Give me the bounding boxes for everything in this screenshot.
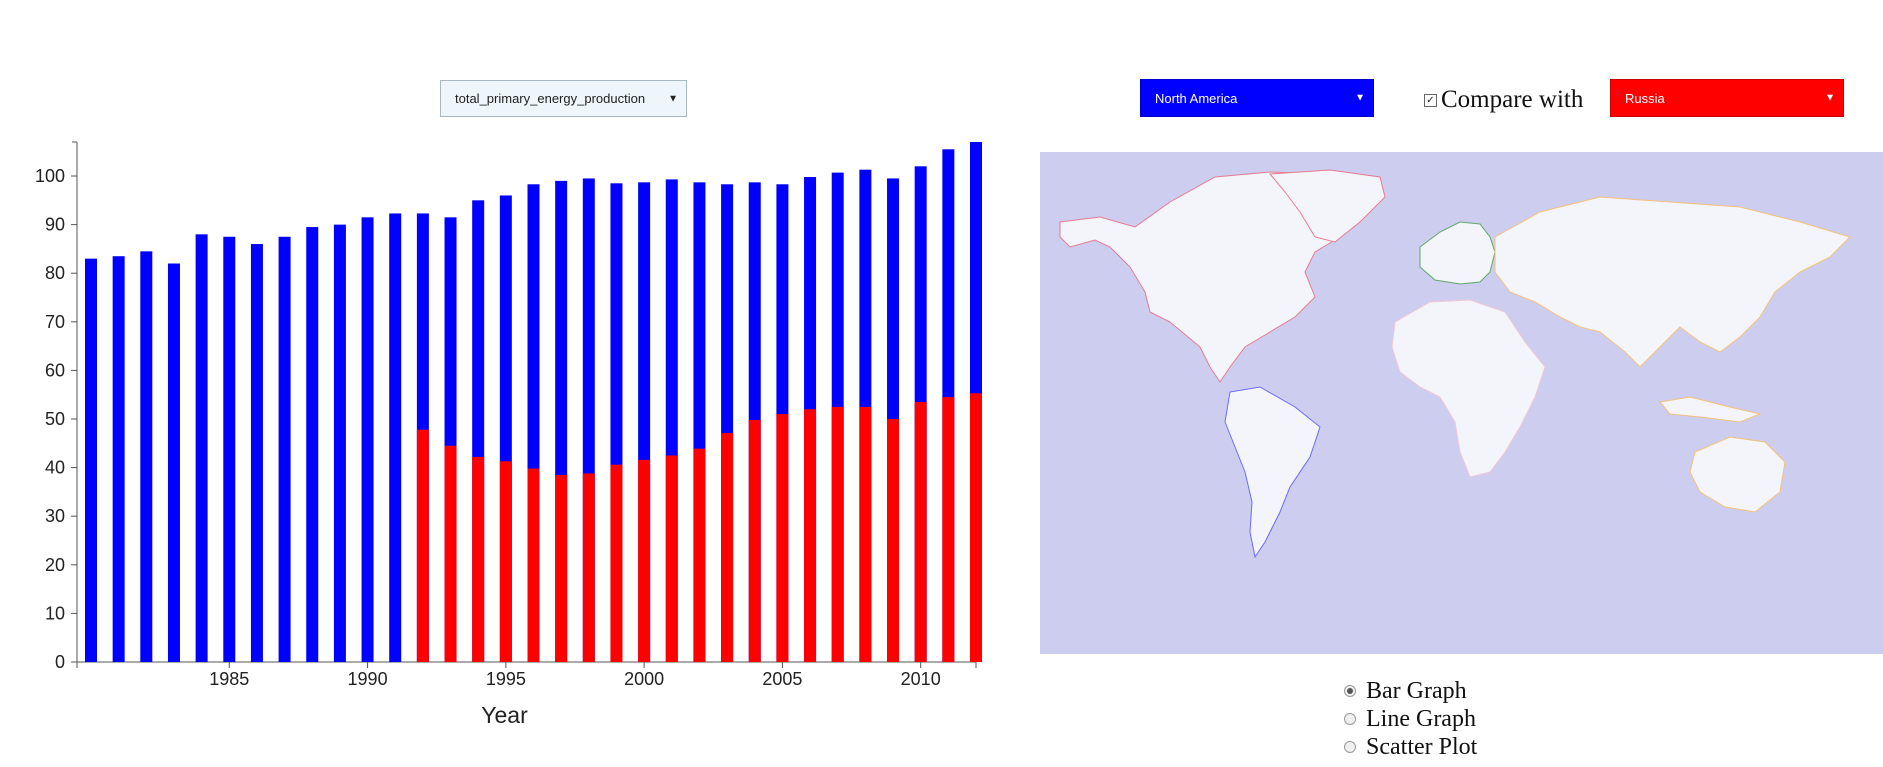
compare-dropdown[interactable]: Russia ▼ [1610, 79, 1844, 117]
region-dropdown[interactable]: North America ▼ [1140, 79, 1374, 117]
world-map-svg [1059, 169, 1851, 559]
y-tick-label: 30 [45, 506, 65, 526]
radio-option-bar-graph[interactable]: Bar Graph [1344, 677, 1477, 705]
map-region-indonesia [1659, 396, 1762, 423]
map-region-asia[interactable] [1494, 196, 1851, 368]
bar-compare[interactable] [416, 429, 429, 662]
bar-primary[interactable] [278, 236, 291, 662]
radio-button[interactable] [1344, 741, 1356, 753]
y-tick-label: 70 [45, 312, 65, 332]
radio-option-line-graph[interactable]: Line Graph [1344, 705, 1477, 733]
metric-dropdown-value: total_primary_energy_production [455, 91, 646, 106]
x-tick-label: 1995 [486, 669, 526, 689]
bar-compare[interactable] [638, 459, 651, 662]
x-tick-label: 1990 [348, 669, 388, 689]
bar-primary[interactable] [223, 236, 236, 662]
region-dropdown-value: North America [1155, 90, 1238, 106]
map-region-greenland [1268, 169, 1386, 243]
bar-compare[interactable] [693, 448, 706, 662]
bar-primary[interactable] [361, 217, 374, 663]
bar-primary[interactable] [140, 251, 153, 662]
map-region-africa[interactable] [1391, 299, 1546, 478]
x-axis-title: Year [481, 702, 528, 728]
y-tick-label: 40 [45, 458, 65, 478]
bar-compare[interactable] [859, 406, 872, 662]
bar-chart: 0 10 20 30 40 50 60 70 80 90 100 1985 1990 1995 2000 20… [35, 141, 982, 728]
radio-label: Bar Graph [1366, 677, 1467, 704]
bar-primary[interactable] [333, 224, 346, 662]
bar-compare[interactable] [555, 474, 568, 662]
bar-compare[interactable] [887, 419, 900, 662]
chevron-down-icon: ▼ [668, 93, 678, 104]
radio-button[interactable] [1344, 685, 1356, 697]
map-region-australia[interactable] [1689, 436, 1786, 513]
bar-primary[interactable] [250, 244, 263, 662]
radio-option-scatter-plot[interactable]: Scatter Plot [1344, 733, 1477, 761]
y-tick-label: 10 [45, 603, 65, 623]
x-tick-label: 2000 [624, 669, 664, 689]
bar-compare[interactable] [610, 464, 623, 662]
bar-primary[interactable] [389, 213, 402, 662]
graph-type-radio-group[interactable]: Bar Graph Line Graph Scatter Plot [1344, 677, 1477, 761]
world-map[interactable] [1040, 152, 1883, 654]
bar-compare[interactable] [665, 455, 678, 662]
y-tick-label: 50 [45, 409, 65, 429]
map-region-europe[interactable] [1419, 221, 1496, 285]
y-tick-label: 80 [45, 263, 65, 283]
radio-label: Scatter Plot [1366, 733, 1478, 760]
metric-dropdown[interactable]: total_primary_energy_production ▼ [440, 80, 687, 117]
bar-compare[interactable] [914, 402, 927, 662]
x-tick-label: 2010 [901, 669, 941, 689]
bar-primary[interactable] [85, 258, 97, 662]
radio-button[interactable] [1344, 713, 1356, 725]
y-tick-label: 90 [45, 215, 65, 235]
bar-compare[interactable] [970, 393, 982, 662]
y-tick-label: 60 [45, 360, 65, 380]
bar-compare[interactable] [942, 397, 955, 662]
map-region-north-america[interactable] [1059, 171, 1371, 383]
map-region-south-america[interactable] [1224, 386, 1321, 559]
bar-compare[interactable] [721, 433, 734, 662]
bar-compare[interactable] [582, 473, 595, 662]
bar-primary[interactable] [306, 227, 319, 662]
chevron-down-icon: ▼ [1355, 92, 1365, 104]
compare-checkbox[interactable]: ✓ [1424, 93, 1437, 107]
radio-label: Line Graph [1366, 705, 1476, 732]
bar-compare[interactable] [831, 406, 844, 662]
compare-toggle[interactable]: ✓ Compare with [1424, 86, 1583, 114]
bar-compare[interactable] [776, 414, 789, 662]
compare-dropdown-value: Russia [1625, 90, 1665, 106]
bar-compare[interactable] [444, 445, 457, 662]
bar-compare[interactable] [527, 468, 540, 662]
bar-primary[interactable] [195, 234, 208, 663]
bar-primary[interactable] [167, 263, 180, 662]
bar-compare[interactable] [472, 456, 485, 662]
bar-compare[interactable] [748, 419, 761, 662]
y-tick-label: 20 [45, 555, 65, 575]
y-tick-label: 0 [55, 652, 65, 672]
bar-compare[interactable] [499, 461, 512, 662]
x-tick-label: 1985 [209, 669, 249, 689]
y-tick-label: 100 [35, 166, 65, 186]
compare-label: Compare with [1441, 86, 1584, 113]
x-tick-label: 2005 [762, 669, 802, 689]
bar-compare[interactable] [804, 409, 817, 662]
bar-primary[interactable] [112, 256, 125, 662]
chevron-down-icon: ▼ [1825, 92, 1835, 104]
